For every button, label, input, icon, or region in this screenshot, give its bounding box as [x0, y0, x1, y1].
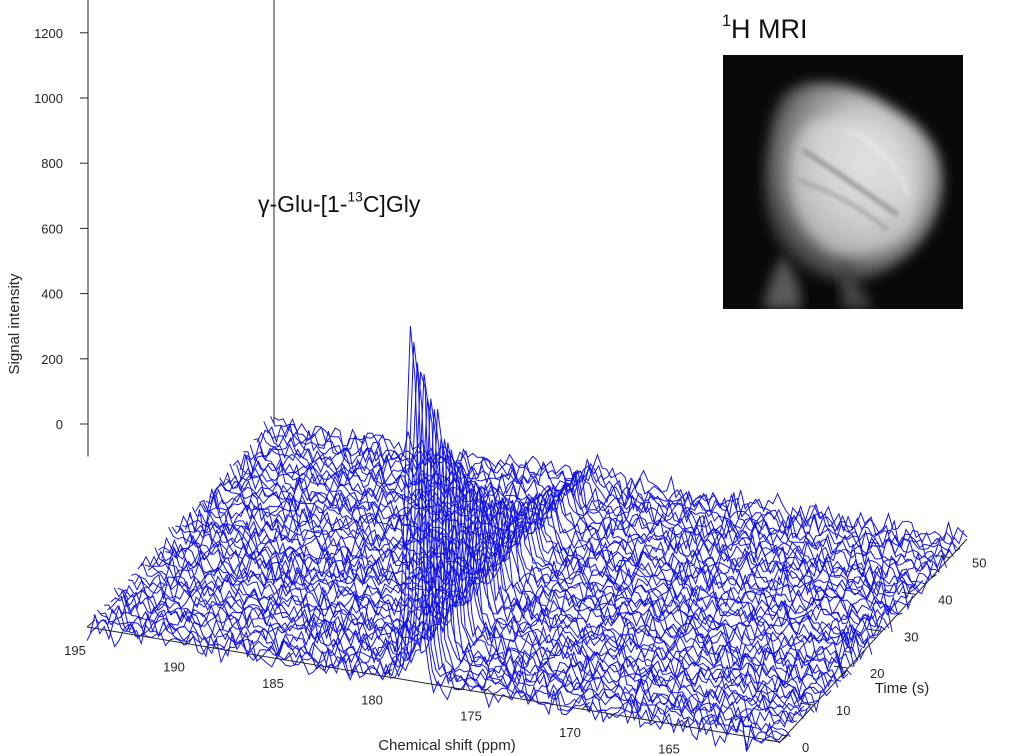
spectrum-line [110, 409, 805, 726]
spectrum-line [249, 441, 944, 573]
y-tick [935, 554, 951, 558]
y-tick [833, 665, 849, 669]
spectrum-line [259, 426, 954, 563]
spectrum-line [195, 492, 890, 629]
z-tick-label: 0 [56, 417, 63, 432]
spectrum-line [246, 447, 941, 574]
spectrum-line [239, 453, 934, 587]
inset-title-text: H MRI [731, 14, 808, 44]
x-tick [581, 701, 591, 710]
z-tick-label: 400 [41, 287, 63, 302]
spectrum-line [219, 477, 914, 611]
y-tick-label: 0 [802, 740, 809, 755]
peak-annotation: γ-Glu-[1-13C]Gly [258, 189, 421, 218]
x-axis: 195190185180175170165160 [64, 619, 789, 756]
x-tick [284, 652, 294, 661]
x-axis-line [86, 626, 781, 743]
spectrum-line [202, 488, 896, 626]
y-tick [901, 591, 917, 595]
spectrum-line [256, 431, 951, 559]
x-tick [86, 619, 96, 628]
z-tick-label: 800 [41, 156, 63, 171]
peak-annotation-prefix: γ-Glu-[1- [258, 191, 348, 217]
spectrum-line [222, 471, 917, 600]
y-tick [799, 702, 815, 706]
y-tick [867, 628, 883, 632]
peak-annotation-superscript: 13 [347, 189, 363, 205]
x-tick [482, 685, 492, 694]
spectrum-line [188, 500, 883, 644]
y-axis: 0 10 20 30 40 50 [765, 538, 986, 755]
x-tick-label: 170 [559, 725, 581, 740]
y-tick-label: 10 [836, 703, 850, 718]
spectrum-line [212, 484, 906, 616]
spectrum-line [140, 473, 835, 691]
x-tick [680, 718, 690, 726]
spectrum-line [182, 496, 876, 647]
spectrum-line [123, 442, 818, 706]
x-tick-label: 195 [64, 643, 86, 658]
z-axis: 02004006008001000120014001600 [34, 0, 89, 457]
x-axis-title: Chemical shift (ppm) [378, 737, 516, 754]
mri-image-drawing [763, 82, 943, 309]
y-tick-label: 40 [938, 592, 952, 607]
spectrum-line [93, 362, 787, 741]
z-tick-label: 200 [41, 352, 63, 367]
z-tick-label: 1000 [34, 91, 63, 106]
z-tick-label: 1200 [34, 26, 63, 41]
x-tick-label: 190 [163, 659, 185, 674]
x-tick-label: 180 [361, 692, 383, 707]
x-tick-label: 165 [658, 742, 680, 756]
spectra [86, 325, 968, 752]
peak-annotation-suffix: C]Gly [362, 191, 421, 217]
x-tick [185, 636, 195, 644]
spectrum-line [243, 451, 937, 579]
z-tick-label: 600 [41, 221, 63, 236]
spectrum-line [127, 449, 822, 713]
spectrum-line [131, 467, 825, 701]
spectrum-line [209, 488, 903, 616]
spectrum-line [270, 416, 965, 548]
spectrum-line [147, 487, 842, 684]
spectrum-line [253, 436, 948, 569]
y-tick-label: 20 [870, 666, 884, 681]
spectrum-line [168, 499, 863, 662]
x-tick-label: 175 [460, 709, 482, 724]
spectrum-line [205, 488, 900, 620]
y-tick-label: 30 [904, 629, 918, 644]
spectrum-line [86, 325, 781, 751]
x-tick-label: 185 [262, 676, 284, 691]
y-axis-title: Time (s) [875, 680, 929, 697]
x-tick [383, 668, 393, 677]
spectrum-line [144, 472, 839, 688]
spectrum-line [117, 438, 811, 713]
inset-title-superscript: 1 [722, 11, 732, 30]
y-axis-line [779, 538, 968, 743]
y-tick [765, 739, 781, 743]
inset-title: 1H MRI [722, 11, 808, 45]
spectrum-line [236, 455, 931, 589]
z-axis-title: Signal intensity [6, 273, 23, 374]
spectrum-line [273, 417, 968, 542]
spectrum-line [232, 457, 927, 595]
y-tick-label: 50 [972, 555, 986, 570]
mri-image [723, 55, 963, 309]
